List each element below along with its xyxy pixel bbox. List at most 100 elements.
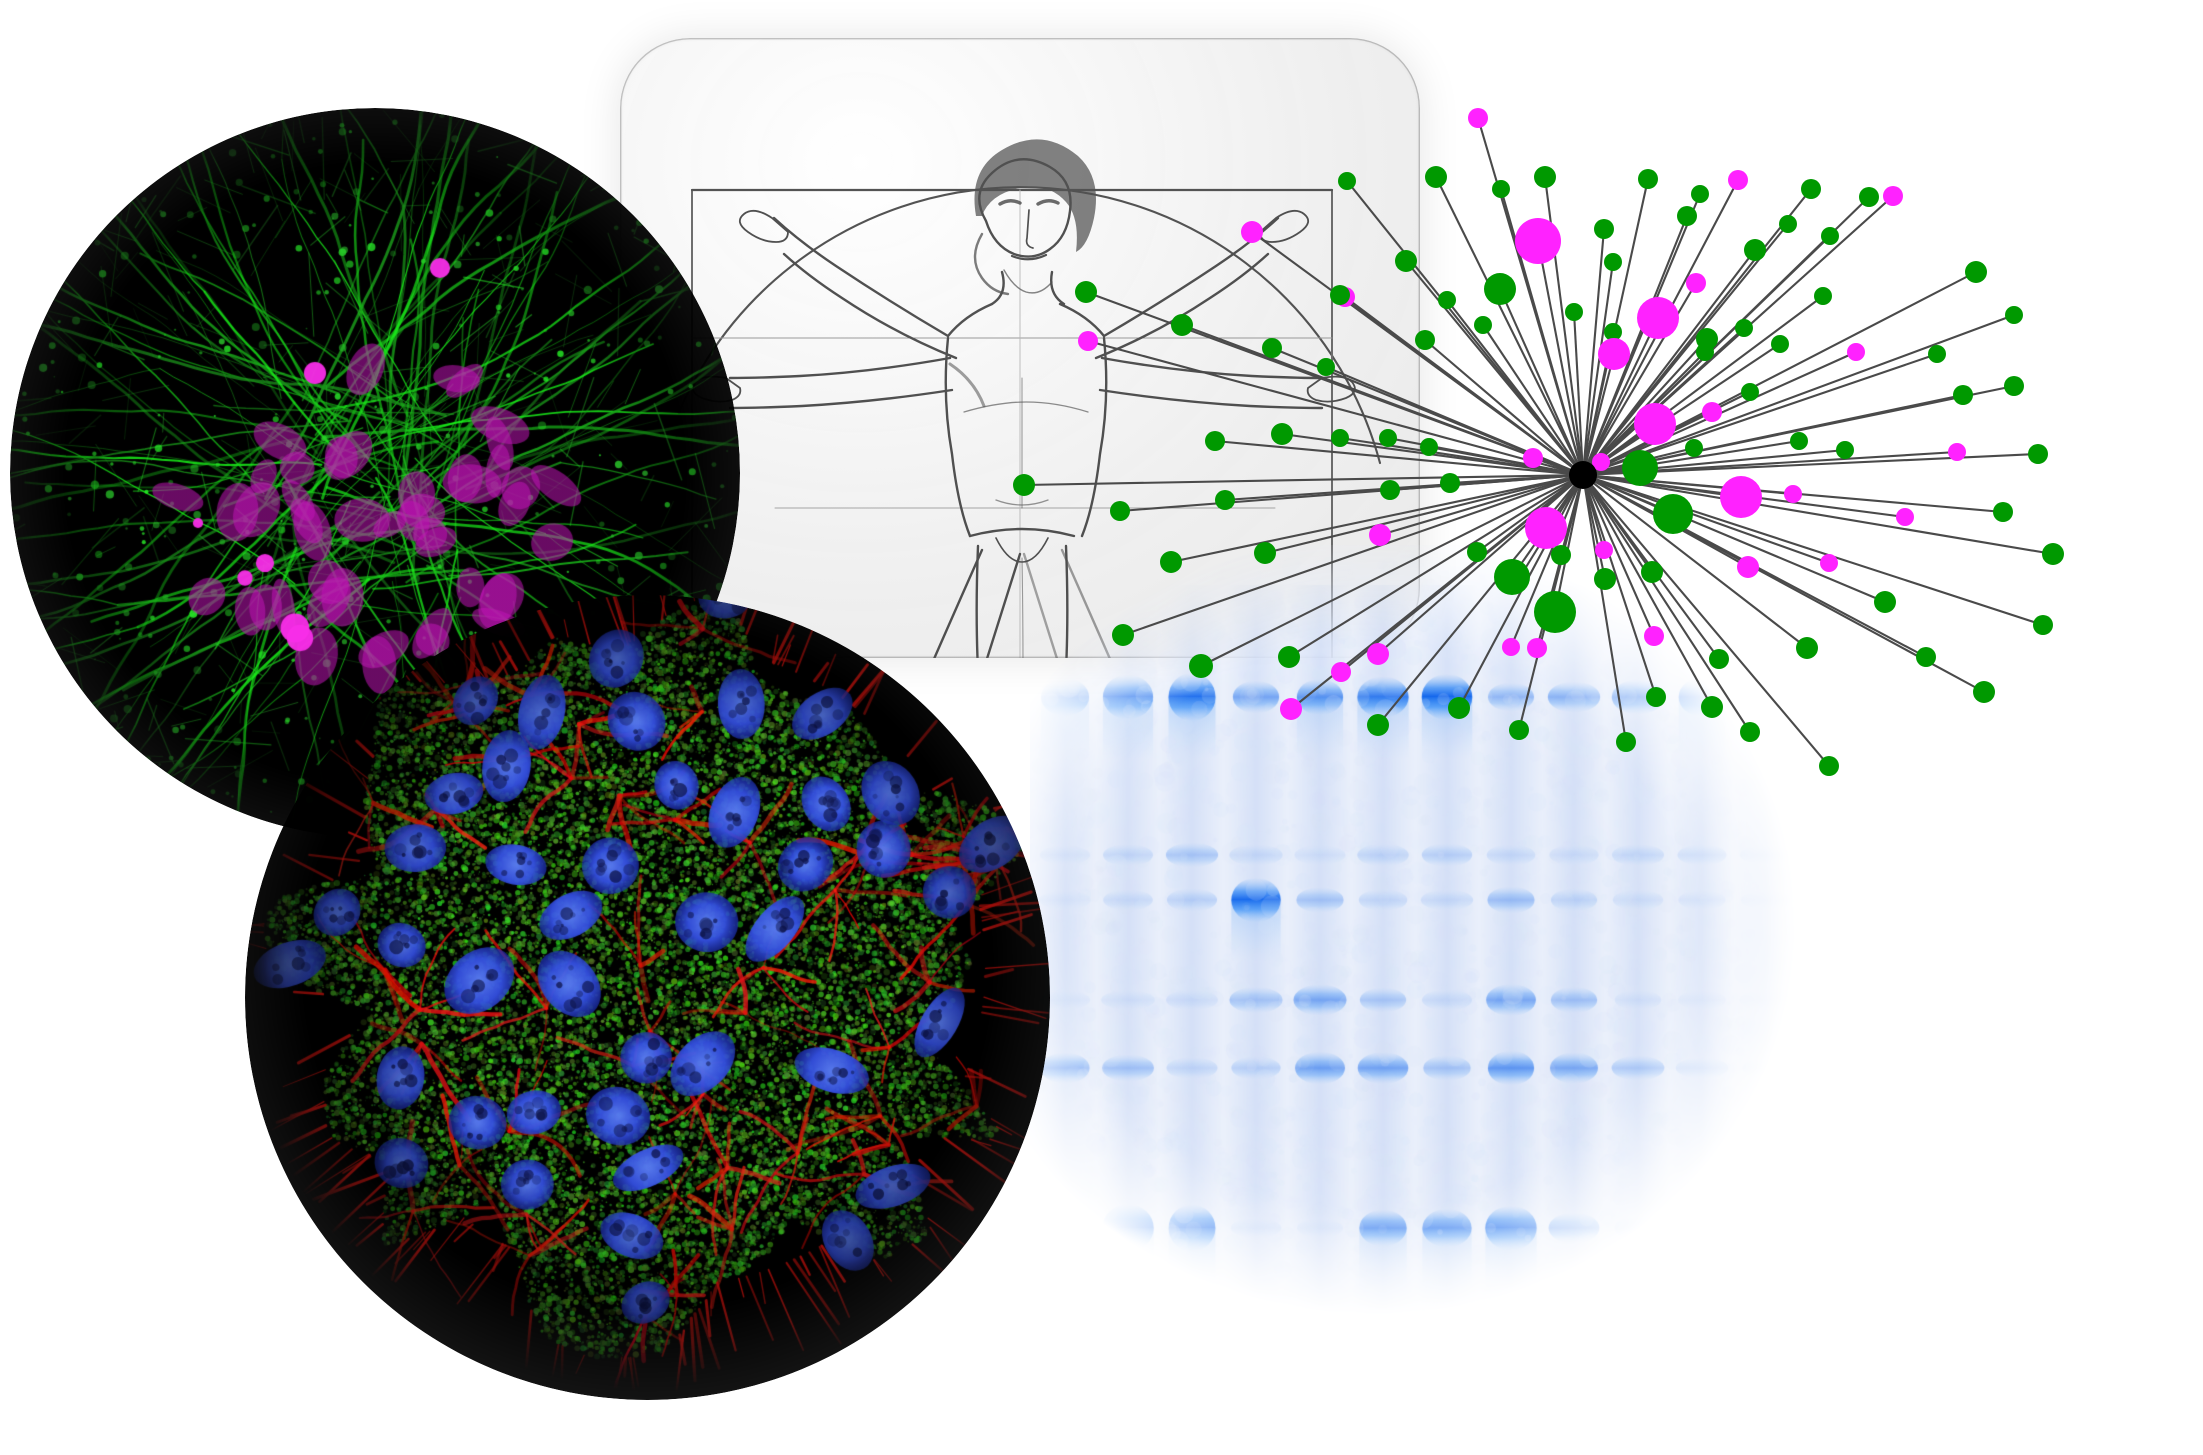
network-edge	[1582, 338, 1708, 476]
network-edge	[1582, 473, 1742, 499]
network-node-green[interactable]	[1685, 439, 1703, 457]
network-edge	[1582, 439, 1800, 477]
network-node-green[interactable]	[2028, 444, 2048, 464]
network-node-green[interactable]	[1735, 319, 1753, 337]
network-node-green[interactable]	[1604, 323, 1622, 341]
network-edge	[1581, 353, 1616, 476]
network-edge	[1435, 176, 1584, 476]
network-node-green[interactable]	[1474, 316, 1492, 334]
network-node-green[interactable]	[1691, 185, 1709, 203]
network-edge	[1582, 450, 1958, 477]
network-node-magenta[interactable]	[1525, 507, 1567, 549]
network-node-green[interactable]	[1801, 179, 1821, 199]
network-node-green[interactable]	[1638, 169, 1658, 189]
network-node-green[interactable]	[1874, 591, 1896, 613]
network-hub-node[interactable]	[1569, 461, 1597, 489]
network-node-green[interactable]	[1492, 180, 1510, 198]
network-node-green[interactable]	[2005, 306, 2023, 324]
network-node-green[interactable]	[2042, 543, 2064, 565]
network-edge	[1582, 384, 2015, 477]
network-edge	[1582, 446, 1695, 477]
network-node-magenta[interactable]	[1515, 218, 1561, 264]
network-edge	[1582, 249, 1756, 476]
network-edge	[1582, 391, 1751, 476]
network-edge	[1476, 474, 1584, 553]
network-node-magenta[interactable]	[1634, 403, 1676, 445]
network-node-magenta[interactable]	[1728, 170, 1748, 190]
network-node-green[interactable]	[1440, 473, 1460, 493]
network-node-green[interactable]	[1622, 450, 1658, 486]
network-node-green[interactable]	[1973, 681, 1995, 703]
network-node-magenta[interactable]	[1720, 476, 1762, 518]
network-node-green[interactable]	[1420, 438, 1438, 456]
network-edge	[1582, 282, 1697, 476]
network-node-green[interactable]	[2033, 615, 2053, 635]
network-node-green[interactable]	[1965, 261, 1987, 283]
network-node-magenta[interactable]	[1883, 186, 1903, 206]
network-node-green[interactable]	[1594, 219, 1614, 239]
network-edge	[1499, 188, 1585, 476]
network-node-magenta[interactable]	[1686, 273, 1706, 293]
network-node-green[interactable]	[1859, 187, 1879, 207]
network-edge	[1582, 188, 1812, 476]
network-node-green[interactable]	[1534, 166, 1556, 188]
network-edge	[1446, 299, 1584, 476]
network-node-magenta[interactable]	[1784, 485, 1802, 503]
network-edge	[1482, 324, 1584, 476]
network-node-green[interactable]	[1779, 215, 1797, 233]
network-edge	[1545, 474, 1584, 529]
network-node-green[interactable]	[1565, 303, 1583, 321]
network-node-green[interactable]	[1836, 441, 1854, 459]
network-edge	[1582, 411, 1713, 476]
network-node-green[interactable]	[1814, 287, 1832, 305]
network-edge	[1424, 339, 1584, 476]
network-node-green[interactable]	[1741, 383, 1759, 401]
network-edge	[1405, 260, 1584, 476]
network-node-green[interactable]	[1484, 273, 1516, 305]
network-node-magenta[interactable]	[1523, 448, 1543, 468]
network-node-green[interactable]	[1790, 432, 1808, 450]
network-node-green[interactable]	[2004, 376, 2024, 396]
network-edge	[1582, 215, 1688, 476]
gel-canvas	[1030, 545, 1850, 1335]
network-edge	[1536, 240, 1585, 476]
network-edge	[1582, 474, 1674, 515]
network-node-green[interactable]	[1744, 239, 1766, 261]
network-edge	[1499, 288, 1584, 476]
network-edge	[1582, 195, 1894, 476]
network-node-magenta[interactable]	[1468, 108, 1488, 128]
network-edge	[1582, 271, 1977, 476]
cell-canvas	[245, 595, 1050, 1400]
network-edge	[1582, 473, 2054, 556]
network-node-magenta[interactable]	[1847, 343, 1865, 361]
network-edge	[1572, 311, 1585, 476]
network-node-magenta[interactable]	[1896, 508, 1914, 526]
network-node-magenta[interactable]	[1948, 443, 1966, 461]
network-edge	[1582, 317, 1659, 476]
network-node-green[interactable]	[1953, 385, 1973, 405]
network-node-green[interactable]	[1928, 345, 1946, 363]
network-edge	[1582, 351, 1857, 476]
network-node-green[interactable]	[1677, 206, 1697, 226]
network-node-magenta[interactable]	[1702, 402, 1722, 422]
network-node-green[interactable]	[1425, 166, 1447, 188]
network-node-green[interactable]	[1916, 647, 1936, 667]
network-edge	[1581, 228, 1606, 476]
network-node-green[interactable]	[1696, 343, 1714, 361]
network-edge	[1582, 223, 1789, 476]
network-node-green[interactable]	[1993, 502, 2013, 522]
network-edge	[1582, 314, 2015, 476]
network-edge	[1449, 473, 1584, 485]
network-node-green[interactable]	[1604, 253, 1622, 271]
network-node-magenta[interactable]	[1592, 453, 1610, 471]
network-edge	[1543, 176, 1585, 476]
network-node-green[interactable]	[1438, 291, 1456, 309]
network-edge	[1582, 423, 1656, 476]
network-node-magenta[interactable]	[1598, 338, 1630, 370]
network-node-green[interactable]	[1696, 328, 1718, 350]
network-node-green[interactable]	[1821, 227, 1839, 245]
network-edge	[1582, 473, 1794, 496]
network-node-magenta[interactable]	[1637, 297, 1679, 339]
network-node-green[interactable]	[1653, 494, 1693, 534]
network-node-green[interactable]	[1771, 335, 1789, 353]
